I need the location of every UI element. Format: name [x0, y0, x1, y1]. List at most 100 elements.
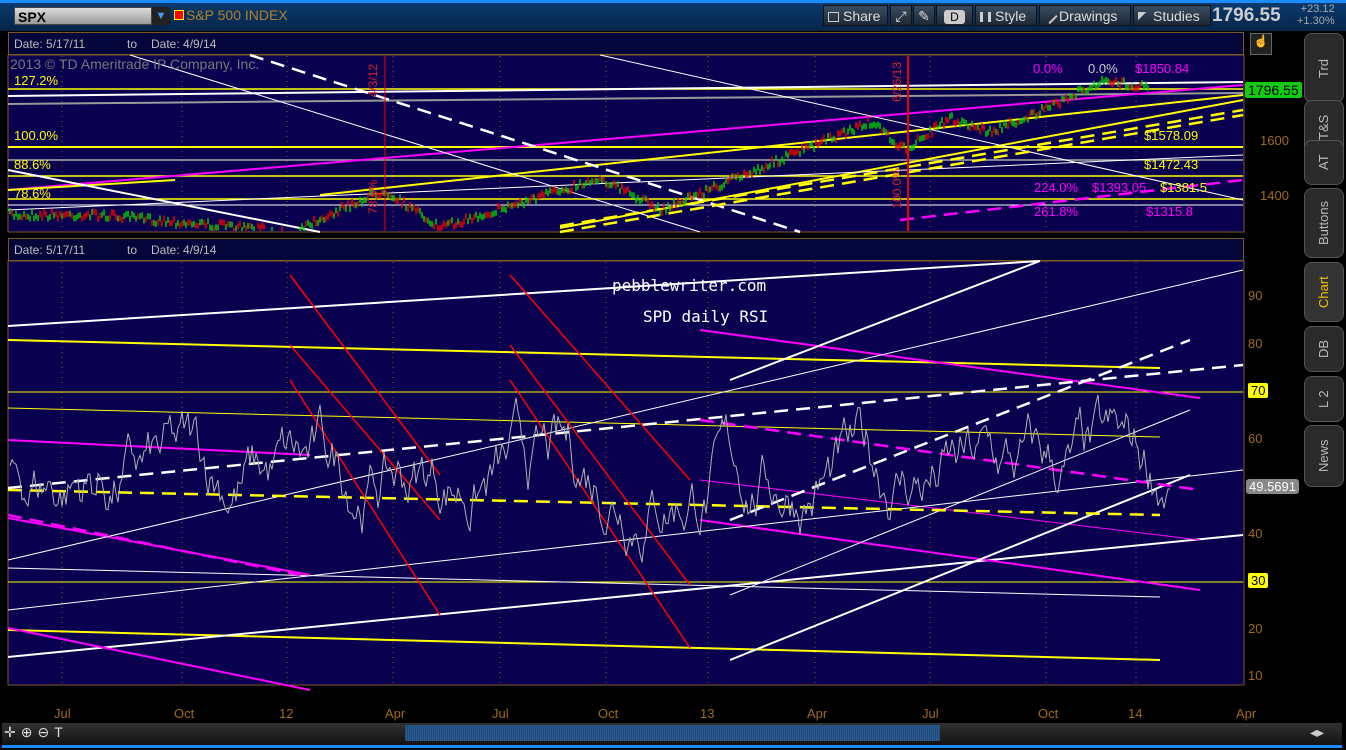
rsi-tick: 60: [1248, 430, 1263, 446]
vertical-label: 4/3/12: [366, 64, 380, 98]
drawing-line: [129, 54, 701, 233]
symbol-dropdown-icon[interactable]: ▼: [152, 7, 170, 25]
share-label: Share: [843, 8, 881, 24]
share-button[interactable]: Share: [823, 5, 888, 26]
fib-label: $1381.5: [1160, 180, 1207, 195]
channel-line: [289, 379, 441, 616]
drawing-line: [7, 154, 1244, 211]
zoom-tools: ✛⊕⊖T: [4, 724, 68, 741]
fib-label: 100.0%: [14, 128, 59, 143]
cursor-mode-icon[interactable]: ☝: [1250, 33, 1272, 55]
drawing-line: [7, 81, 1244, 97]
price-change: +23.12 +1.30%: [1297, 3, 1335, 27]
expand-icon[interactable]: ⤢: [890, 5, 912, 26]
fib-label: 261.8%: [1034, 204, 1079, 219]
last-price: 1796.55: [1212, 5, 1281, 26]
scrollbar-thumb[interactable]: [405, 725, 940, 741]
drawing-line: [599, 54, 1244, 201]
fib-label: $1578.09: [1144, 128, 1199, 143]
drawing-line: [7, 339, 1161, 369]
dashed-drawing-line: [249, 53, 801, 234]
dashed-drawing-line: [7, 513, 301, 577]
style-label: Style: [995, 8, 1027, 24]
price-tick: 1400: [1260, 188, 1289, 203]
x-tick: 12: [279, 706, 294, 721]
drawing-line: [7, 92, 1244, 105]
drawing-line: [7, 84, 1244, 191]
annotation-site: pebblewriter.com: [612, 276, 767, 295]
fib-label: 0.0%: [1088, 61, 1118, 76]
rsi-tick: 80: [1248, 335, 1263, 351]
annotation-title: SPD daily RSI: [643, 307, 769, 326]
fib-label: 224.0%: [1034, 180, 1079, 195]
x-tick: Apr: [1236, 706, 1257, 721]
drawing-line: [7, 629, 1161, 661]
drawing-line: [7, 260, 1041, 327]
drawing-line: [699, 479, 1201, 541]
drawings-button[interactable]: Drawings: [1039, 5, 1131, 26]
rsi-tick: 70: [1248, 383, 1269, 398]
candle-icon: [980, 12, 991, 22]
rsi-last-badge: 49.5691: [1246, 479, 1299, 494]
channel-line: [509, 379, 691, 649]
vertical-label: 6/26/13: [890, 62, 904, 103]
channel-line: [289, 344, 441, 521]
change-value: +23.12: [1300, 3, 1335, 15]
drawing-line: [7, 179, 176, 191]
fib-label: $1850.84: [1135, 61, 1190, 76]
symbol-input[interactable]: SPX: [14, 7, 152, 25]
dashed-drawing-line: [7, 488, 1161, 517]
text-tool-icon[interactable]: T: [54, 724, 68, 740]
share-icon: [828, 12, 839, 22]
rsi-tick: 10: [1248, 668, 1263, 683]
fib-label: $1393.05: [1092, 180, 1147, 195]
x-tick: Jul: [922, 706, 939, 721]
period-label: D: [944, 10, 965, 24]
channel-line: [289, 274, 441, 476]
zoom-in-icon[interactable]: ⊕: [20, 724, 38, 740]
drawing-line: [7, 567, 1161, 598]
fib-label: 127.2%: [14, 73, 59, 88]
fib-label: 88.6%: [14, 157, 51, 172]
drawing-line: [7, 469, 1244, 611]
last-price-badge: 1796.55: [1245, 82, 1302, 98]
drawing-line: [729, 474, 1191, 661]
date-to[interactable]: Date: 4/9/14: [151, 37, 217, 51]
drawing-line: [699, 329, 1201, 399]
period-button[interactable]: D: [936, 5, 973, 26]
price-tick: 1600: [1260, 133, 1289, 148]
style-button[interactable]: Style: [975, 5, 1037, 26]
x-tick: 13: [700, 706, 715, 721]
vertical-label: 78.6%: [366, 180, 380, 215]
studies-button[interactable]: Studies: [1133, 5, 1211, 26]
date-from[interactable]: Date: 5/17/11: [14, 243, 86, 257]
link-color-icon[interactable]: [174, 10, 184, 20]
drawing-line: [7, 407, 1161, 438]
crosshair-icon[interactable]: ✛: [4, 724, 21, 740]
wrench-icon[interactable]: ✎: [913, 5, 935, 26]
channel-line: [509, 274, 691, 481]
dashed-drawing-line: [729, 338, 1191, 522]
copyright-watermark: 2013 © TD Ameritrade IP Company, Inc.: [10, 56, 260, 72]
drawing-line: [7, 534, 1244, 658]
drawing-line: [7, 627, 311, 691]
drawing-line: [7, 269, 1244, 561]
drawing-line: [7, 439, 311, 456]
date-to[interactable]: Date: 4/9/14: [151, 243, 217, 257]
rsi-line: [9, 394, 1170, 563]
fib-label: $1472.43: [1144, 157, 1199, 172]
fib-label: 0.0%: [1033, 61, 1063, 76]
rsi-tick: 30: [1248, 573, 1269, 588]
zoom-out-icon[interactable]: ⊖: [37, 724, 55, 740]
drawing-line: [729, 260, 1041, 381]
date-to-word: to: [127, 243, 138, 257]
x-tick: Oct: [598, 706, 619, 721]
x-tick: Apr: [807, 706, 828, 721]
dashed-drawing-line: [559, 113, 1244, 234]
scroll-arrows-icon[interactable]: ◂▸: [1310, 724, 1325, 740]
drawing-line: [7, 169, 321, 233]
drawing-line: [319, 94, 1244, 196]
studies-icon: [1138, 12, 1149, 22]
date-from[interactable]: Date: 5/17/11: [14, 37, 86, 51]
